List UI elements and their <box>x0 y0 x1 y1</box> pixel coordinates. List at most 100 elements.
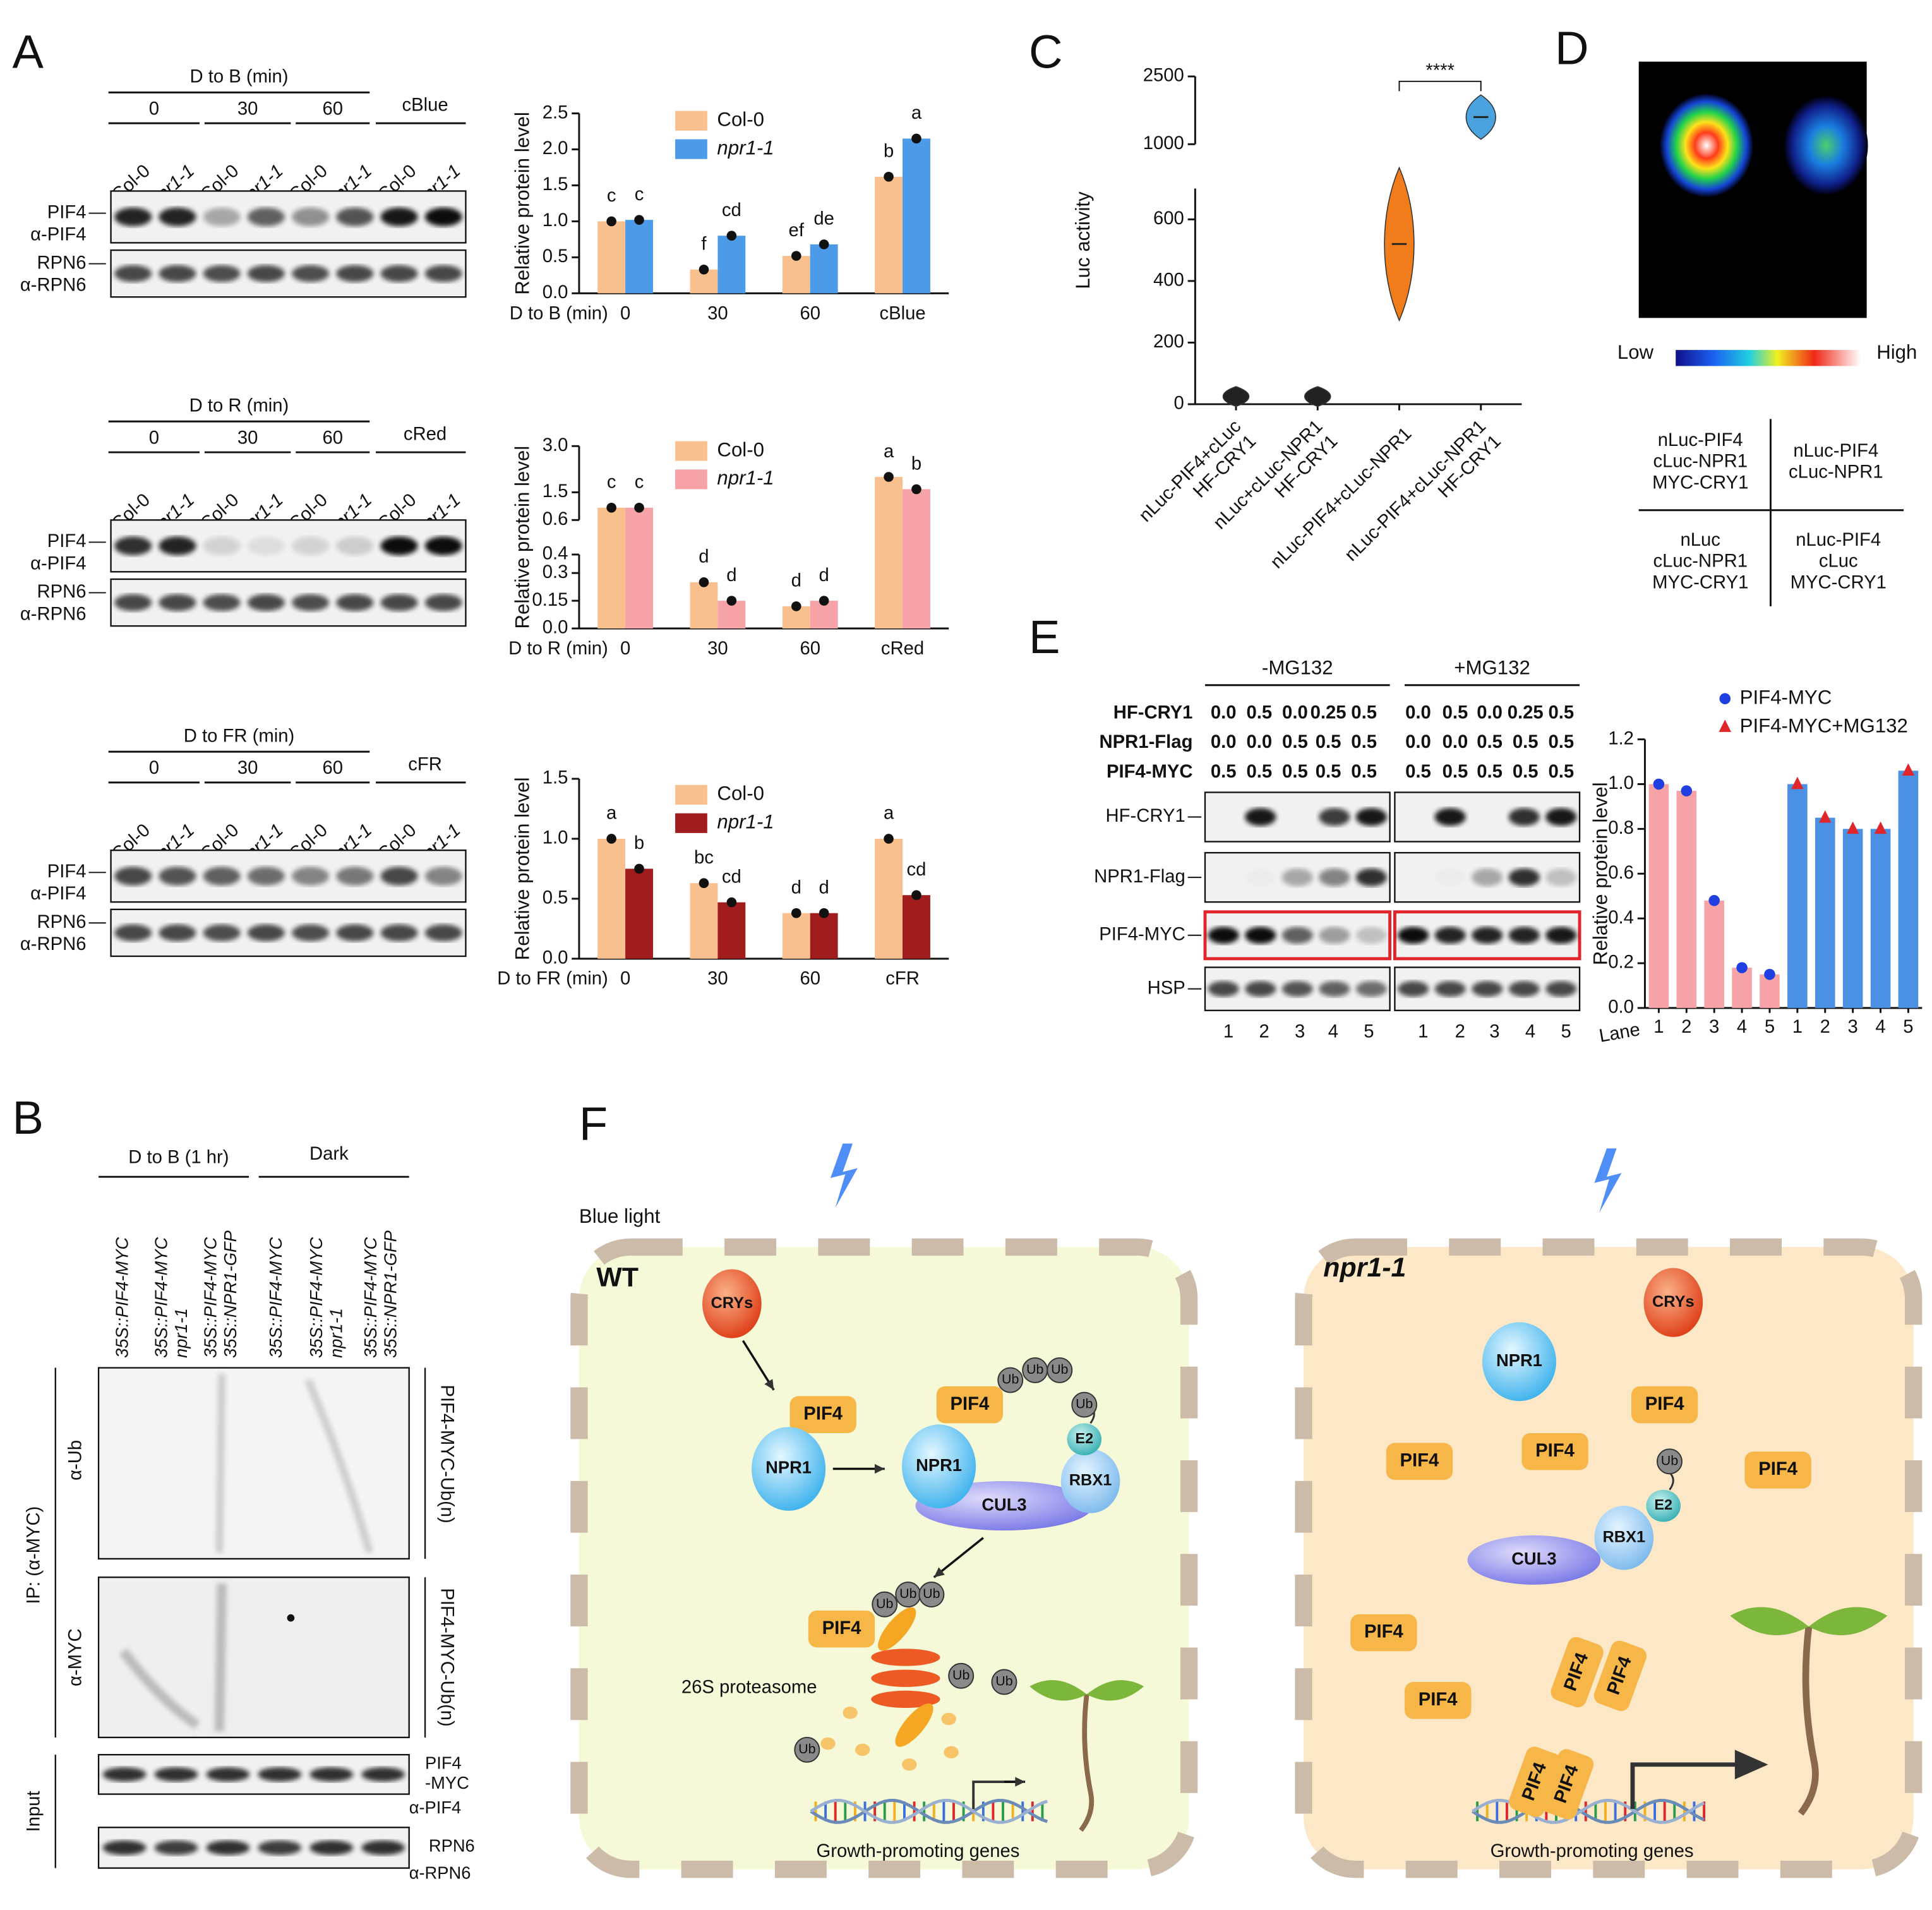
x-tick-label: 30 <box>707 969 728 989</box>
time-label: 60 <box>322 758 343 778</box>
y-tick-label: 1.5 <box>543 768 568 788</box>
point <box>1791 776 1804 790</box>
bar <box>625 220 653 294</box>
pif4-label: PIF4 <box>1364 1622 1404 1642</box>
x-tick-label: 4 <box>1875 1017 1885 1037</box>
pif4-shape <box>1593 1640 1647 1711</box>
lane-number: 1 <box>1418 1022 1428 1042</box>
dna-strand <box>810 1799 1048 1824</box>
band <box>1434 808 1466 826</box>
x-tick-label: 0 <box>620 639 630 659</box>
band <box>361 1840 405 1856</box>
ubiquitin-label: Ub <box>952 1667 969 1683</box>
cell <box>570 1238 1198 1878</box>
point <box>819 596 829 606</box>
pif4-shape <box>1551 1637 1604 1708</box>
text-line: 35S::PIF4-MYC <box>306 1237 326 1358</box>
band <box>1319 808 1350 826</box>
text-line: 35S::PIF4-MYC <box>152 1237 171 1358</box>
ip-label: IP: (α-MYC) <box>23 1506 44 1604</box>
band <box>380 924 418 942</box>
ubiquitin <box>872 1591 898 1618</box>
time-label: 30 <box>237 758 258 778</box>
panel-label: B <box>13 1091 44 1144</box>
amount: 0.0 <box>1211 732 1237 752</box>
band <box>292 536 330 556</box>
band <box>380 536 418 556</box>
blue-light-icon <box>830 1143 858 1208</box>
significance-letter: c <box>635 184 644 205</box>
point <box>819 908 829 918</box>
y-tick-label: 1.0 <box>1608 773 1634 793</box>
y-tick-label: 0.0 <box>1608 997 1634 1018</box>
bar <box>1732 968 1752 1008</box>
legend-marker <box>1719 693 1731 704</box>
band <box>380 594 418 611</box>
amount: 0.5 <box>1246 702 1272 723</box>
point <box>1653 778 1665 790</box>
band-label: PIF4-MYC <box>425 1753 469 1793</box>
band <box>292 265 330 282</box>
y-tick-label: 400 <box>1153 270 1184 291</box>
bar <box>903 895 930 959</box>
point <box>606 834 616 844</box>
y-tick-label: 1.2 <box>1608 728 1634 748</box>
pif4-shape <box>936 1386 1004 1424</box>
pif4: PIF4 <box>1631 1386 1698 1424</box>
antibody-label: α-RPN6 <box>20 604 87 624</box>
bar <box>597 507 626 629</box>
amount: 0.25 <box>1311 702 1347 723</box>
pif4: PIF4 <box>808 1610 875 1648</box>
leaf <box>1086 1680 1144 1701</box>
band <box>203 265 241 282</box>
band-label: RPN6 <box>429 1836 475 1856</box>
point <box>911 133 921 144</box>
x-tick-label: 5 <box>1765 1017 1775 1037</box>
x-tick-label: 60 <box>800 969 820 989</box>
significance-letter: d <box>791 877 801 898</box>
x-tick-label: 3 <box>1848 1017 1858 1037</box>
y-tick-label: 1.5 <box>543 174 568 195</box>
x-tick-label: 5 <box>1903 1017 1913 1037</box>
rbx1-label: RBX1 <box>1602 1528 1645 1546</box>
band <box>1319 868 1350 887</box>
amount: 0.5 <box>1477 762 1503 782</box>
band <box>247 207 285 227</box>
protein-label: RPN6 <box>37 253 87 273</box>
significance-letter: cd <box>907 860 927 880</box>
npr1 <box>902 1424 976 1508</box>
band <box>1355 927 1387 944</box>
y-axis-label: Relative protein level <box>511 778 533 961</box>
band <box>292 207 330 227</box>
y-tick-label: 2500 <box>1143 66 1184 86</box>
pif4-label: PIF4 <box>803 1403 843 1424</box>
amount: 0.0 <box>1211 702 1237 723</box>
peptide <box>902 1758 917 1771</box>
band <box>1472 868 1503 887</box>
band <box>114 924 152 942</box>
pif4-shape <box>1405 1682 1472 1719</box>
point <box>726 231 737 241</box>
panel-label: C <box>1029 25 1063 78</box>
lane-label: 35S::PIF4-MYC35S::NPR1-GFP <box>201 1230 240 1358</box>
ubiquitin-label: Ub <box>899 1586 916 1601</box>
text-line: cLuc <box>1819 551 1858 571</box>
crys <box>1643 1268 1703 1337</box>
amount: 0.5 <box>1282 732 1308 752</box>
table-cell: nLuc cLuc-NPR1 MYC-CRY1 <box>1652 530 1748 592</box>
pif4: PIF4 <box>1405 1682 1472 1719</box>
ubiquitin-label: Ub <box>1026 1362 1043 1377</box>
band <box>258 1767 302 1782</box>
crys-label: CRYs <box>711 1294 753 1312</box>
lane-number: 2 <box>1455 1022 1465 1042</box>
ubiquitin-label: Ub <box>876 1596 893 1611</box>
band <box>424 536 462 556</box>
amount: 0.5 <box>1351 732 1377 752</box>
pif4-shape <box>808 1610 875 1648</box>
bar <box>782 913 810 959</box>
band <box>1319 981 1350 997</box>
lane-label: 35S::PIF4-MYC35S::NPR1-GFP <box>361 1230 400 1358</box>
ubiquitin-label: Ub <box>798 1741 815 1757</box>
lane-number: 3 <box>1489 1022 1499 1042</box>
